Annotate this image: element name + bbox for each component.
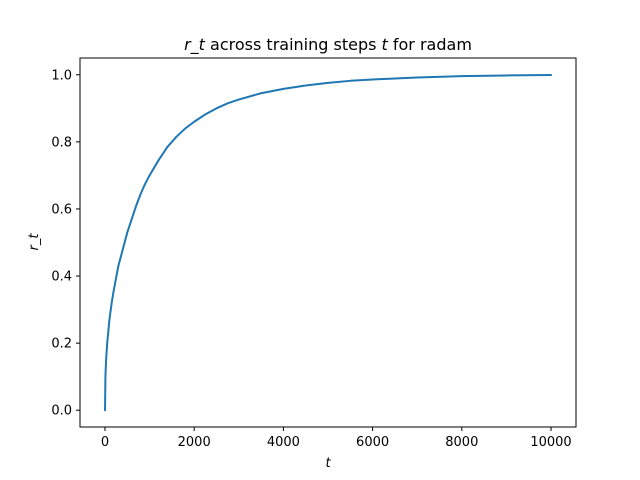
x-tick-label: 0 (101, 435, 109, 450)
y-tick-label: 0.2 (51, 337, 72, 352)
y-tick-label: 0.6 (51, 202, 72, 217)
x-tick-label: 6000 (356, 435, 389, 450)
y-axis-ticks: 0.0 0.2 0.4 0.6 0.8 1.0 (51, 68, 80, 419)
axes-frame (79, 57, 577, 428)
y-axis-label: r_t (27, 233, 42, 251)
y-tick-label: 0.8 (51, 135, 72, 150)
x-tick-label: 4000 (267, 435, 300, 450)
y-tick-label: 1.0 (51, 68, 72, 83)
x-axis-ticks: 0 2000 4000 6000 8000 10000 (101, 427, 572, 450)
y-tick-label: 0.4 (51, 270, 72, 285)
y-tick-label: 0.0 (51, 404, 72, 419)
series-layer (104, 73, 553, 412)
x-axis-label: t (325, 456, 331, 471)
x-tick-label: 2000 (178, 435, 211, 450)
series-line (104, 73, 553, 412)
x-tick-label: 10000 (530, 435, 571, 450)
x-tick-label: 8000 (445, 435, 478, 450)
chart-title: r_t across training steps t for radam (184, 35, 472, 55)
